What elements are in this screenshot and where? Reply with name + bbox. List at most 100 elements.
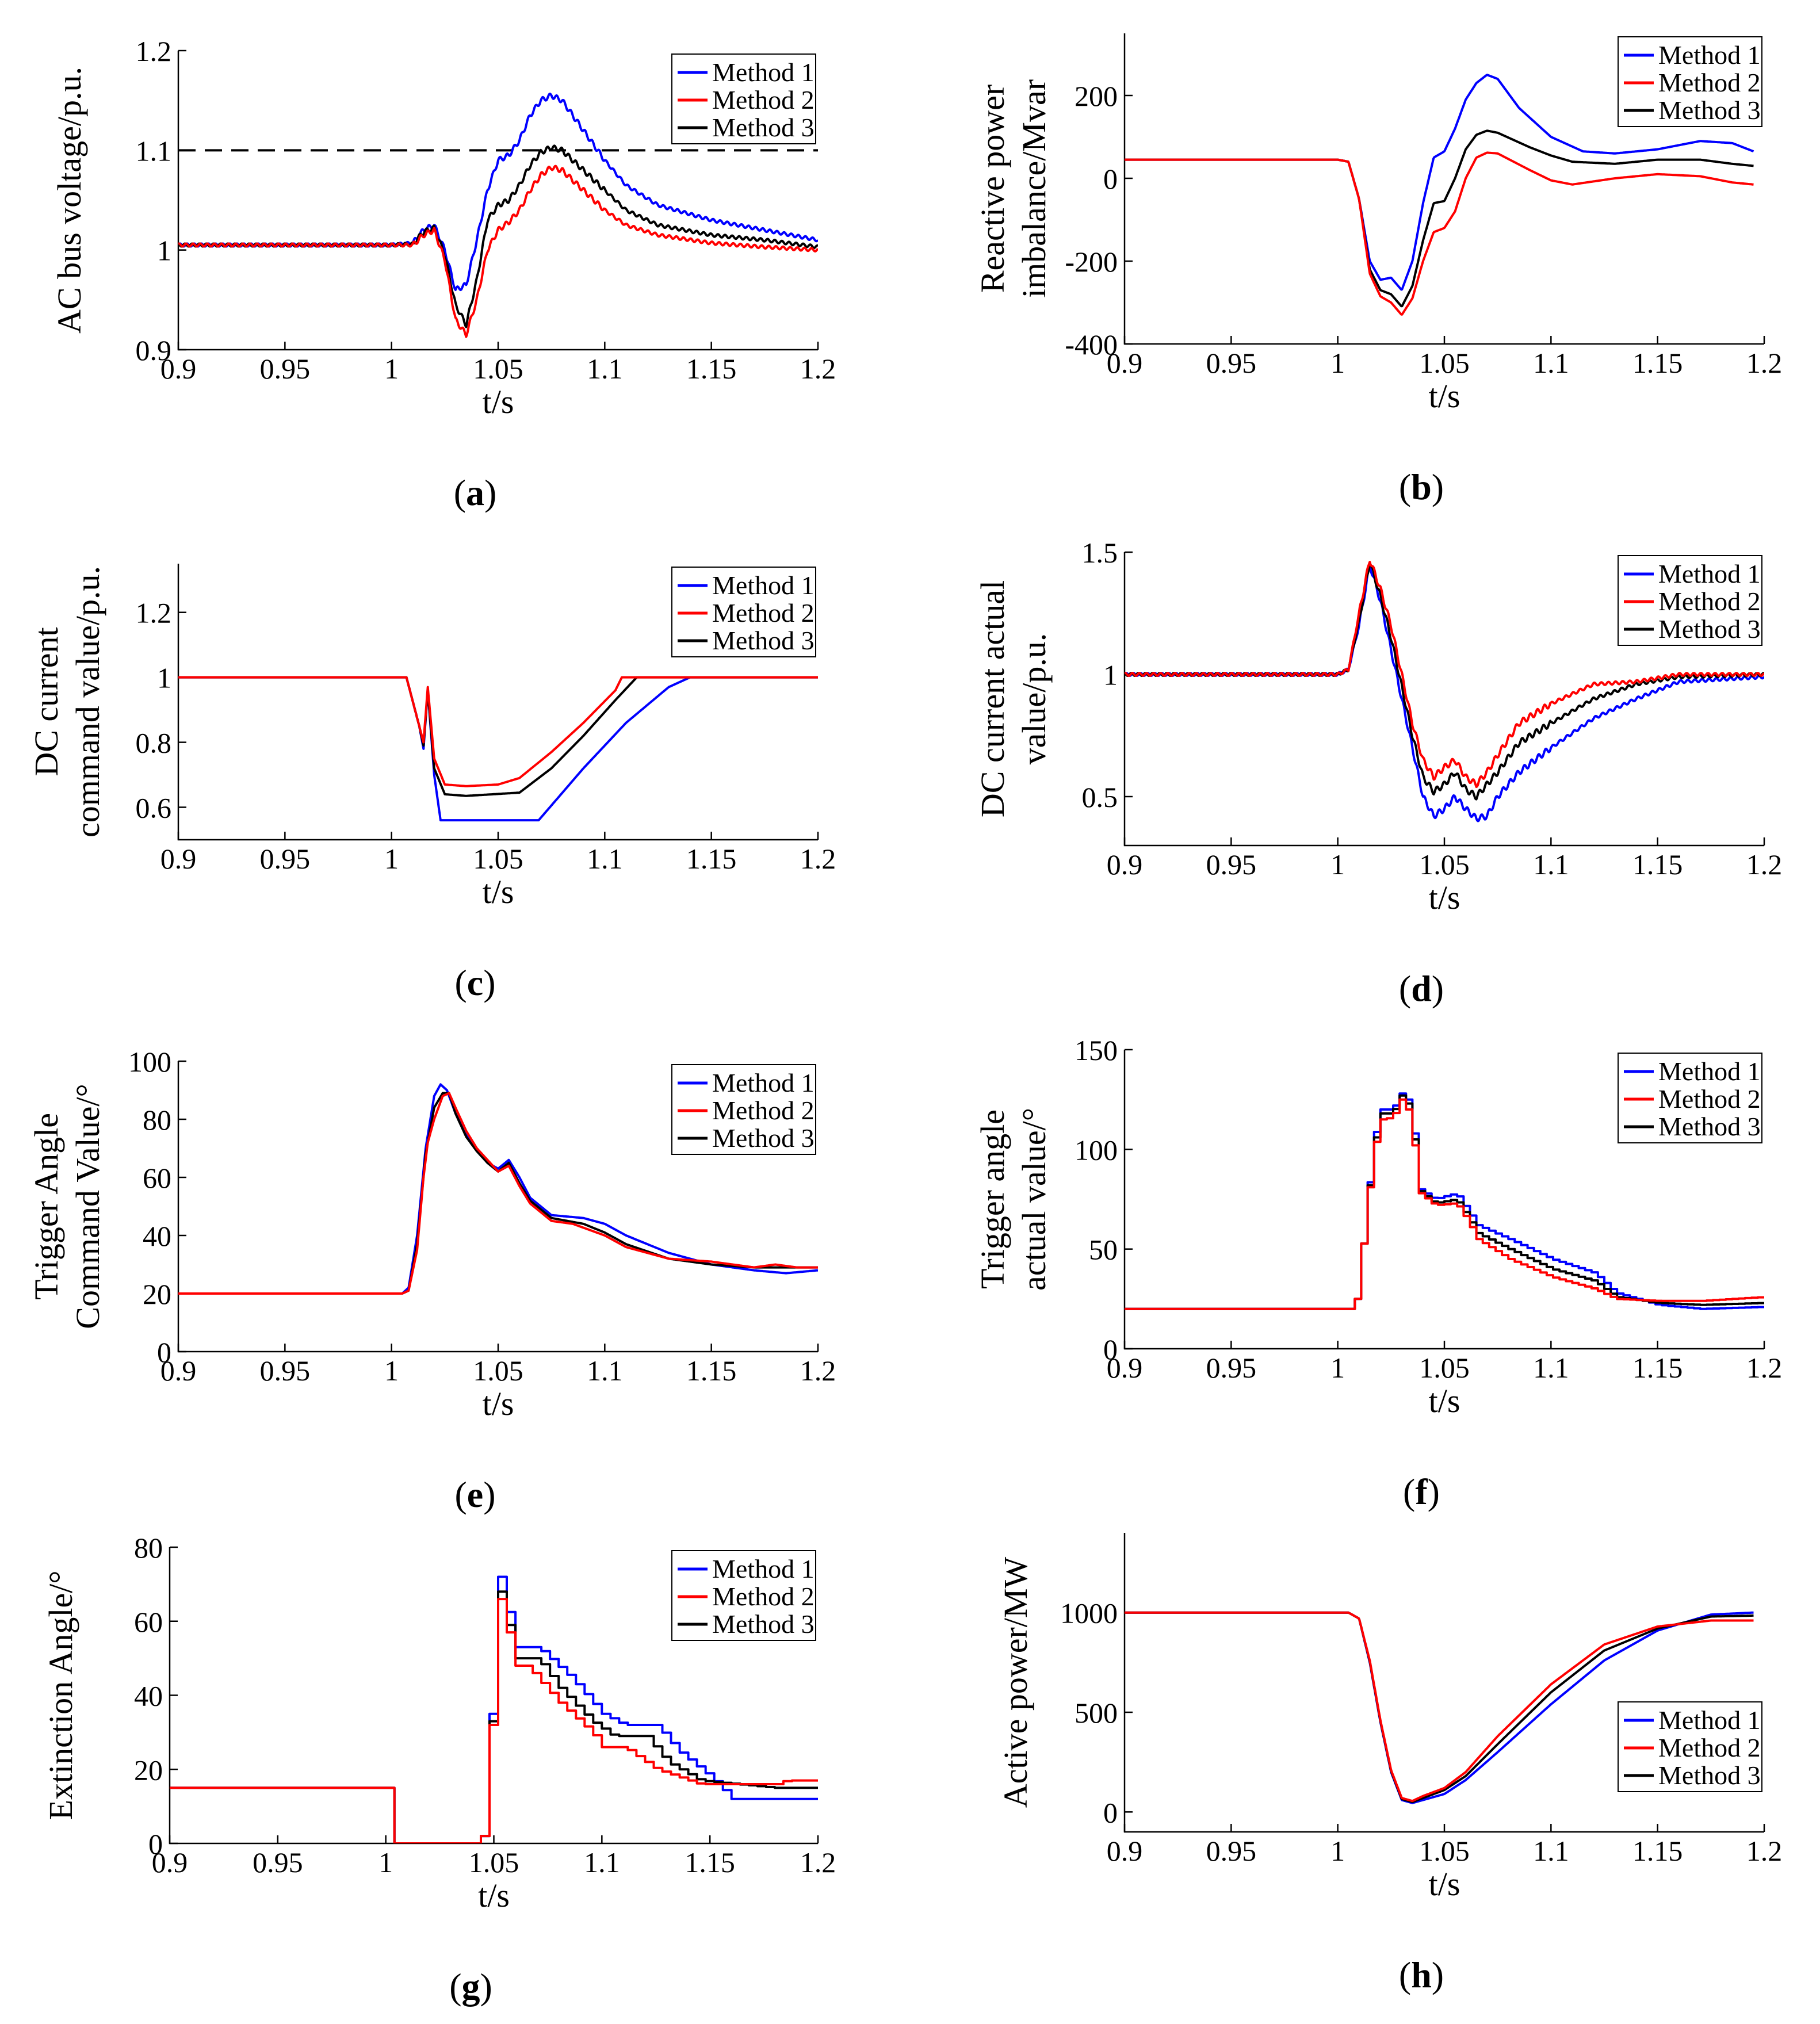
y-tick-label: 0.9 <box>136 334 172 366</box>
x-tick-label: 1 <box>1330 1352 1345 1384</box>
x-tick-label: 0.95 <box>260 843 311 875</box>
x-tick-label: 0.95 <box>260 353 311 385</box>
x-tick-label: 1.2 <box>1746 1835 1783 1867</box>
series-line-method-2 <box>1125 561 1764 788</box>
x-axis-label: t/s <box>483 1385 514 1422</box>
x-tick-label: 0.95 <box>1206 1352 1257 1384</box>
y-tick-label: 1.5 <box>1082 537 1118 569</box>
x-tick-label: 1.05 <box>1419 347 1470 379</box>
panel-e: 0.9 0.95 1 1.05 1.1 1.15 1.2 0 20 40 60 80 100 t/s Tri… <box>28 1046 836 1515</box>
y-tick-label: 50 <box>1089 1234 1118 1266</box>
x-tick-label: 0.9 <box>160 843 197 875</box>
panel-caption: (b) <box>1399 466 1444 507</box>
x-tick-label: 1.15 <box>1632 347 1683 379</box>
x-tick-label: 1.05 <box>473 843 523 875</box>
y-axis-label: Trigger Angle Command Value/° <box>28 1084 106 1329</box>
y-tick-label: 1.2 <box>136 597 172 629</box>
legend-label: Method 2 <box>712 1096 815 1125</box>
x-tick-label: 1.15 <box>685 1846 735 1878</box>
legend-label: Method 2 <box>1658 1084 1761 1114</box>
x-axis-label: t/s <box>1429 377 1460 415</box>
y-axis-label-line: DC current actual <box>974 580 1011 817</box>
y-axis-label: Extinction Angle/° <box>42 1571 79 1820</box>
legend-label: Method 3 <box>712 113 815 142</box>
x-tick-label: 1.2 <box>800 843 836 875</box>
y-tick-label: 80 <box>134 1532 163 1564</box>
panel-f: 0.9 0.95 1 1.05 1.1 1.15 1.2 0 50 100 150 t/s Trigge… <box>974 1034 1782 1512</box>
legend-label: Method 1 <box>712 571 815 600</box>
y-tick-label: 20 <box>143 1278 171 1310</box>
legend-label: Method 3 <box>712 1123 815 1153</box>
legend-label: Method 3 <box>1658 1761 1761 1790</box>
x-tick-label: 1.15 <box>686 843 737 875</box>
y-tick-label: 0.5 <box>1082 781 1118 813</box>
y-tick-label: 0 <box>1103 1796 1118 1828</box>
legend-label: Method 3 <box>1658 614 1761 644</box>
x-tick-label: 1 <box>378 1846 393 1878</box>
y-tick-label: 100 <box>1075 1134 1118 1166</box>
y-tick-label: 1 <box>157 662 171 694</box>
x-tick-label: 1.2 <box>800 1355 836 1387</box>
x-tick-label: 1.2 <box>800 353 836 385</box>
y-axis-label: AC bus voltage/p.u. <box>51 67 88 334</box>
legend-label: Method 2 <box>1658 68 1761 97</box>
y-axis-label: DC current actual value/p.u. <box>974 580 1053 817</box>
y-tick-label: 1000 <box>1060 1597 1118 1629</box>
x-axis-label: t/s <box>483 383 514 420</box>
panel-caption: (f) <box>1403 1471 1440 1512</box>
y-axis-label: Reactive power imbalance/Mvar <box>974 79 1053 298</box>
y-axis-label-line: DC current <box>28 627 65 776</box>
y-tick-label: 200 <box>1075 80 1118 112</box>
legend-label: Method 3 <box>1658 1112 1761 1141</box>
series-line-method-2 <box>1125 151 1754 316</box>
y-axis-label-line: actual value/° <box>1015 1108 1053 1291</box>
y-tick-label: 80 <box>143 1104 171 1136</box>
panel-caption: (a) <box>454 472 497 513</box>
y-axis-label: Trigger angle actual value/° <box>974 1108 1053 1291</box>
y-axis-label-line: imbalance/Mvar <box>1015 79 1053 298</box>
panel-b: 0.9 0.95 1 1.05 1.1 1.15 1.2 -400 -200 0 200 t/s Rea… <box>974 33 1782 507</box>
panel-caption: (h) <box>1399 1954 1444 1995</box>
legend-label: Method 2 <box>1658 1733 1761 1762</box>
x-axis-label: t/s <box>1429 1865 1460 1903</box>
x-tick-label: 1.15 <box>1632 1352 1683 1384</box>
y-tick-label: 0 <box>148 1828 163 1860</box>
y-tick-label: 0 <box>1103 1333 1118 1365</box>
x-tick-label: 0.9 <box>1107 1835 1143 1867</box>
series-line-method-1 <box>178 676 818 822</box>
x-tick-label: 0.9 <box>1107 848 1143 881</box>
x-tick-label: 1.1 <box>1533 347 1569 379</box>
x-tick-label: 1.15 <box>686 353 737 385</box>
y-tick-label: 40 <box>143 1220 171 1252</box>
legend-label: Method 1 <box>712 1554 815 1583</box>
x-tick-label: 0.95 <box>260 1355 311 1387</box>
panel-caption: (c) <box>454 962 495 1003</box>
y-tick-label: 1 <box>1103 659 1118 691</box>
legend-label: Method 3 <box>1658 95 1761 125</box>
y-tick-label: 1 <box>157 235 171 267</box>
y-tick-label: 500 <box>1075 1697 1118 1729</box>
x-tick-label: 1 <box>384 843 399 875</box>
y-axis-label-line: Active power/MW <box>997 1557 1034 1808</box>
y-axis-label-line: Trigger Angle <box>28 1113 65 1300</box>
y-axis-label-line: Extinction Angle/° <box>42 1571 79 1820</box>
x-tick-label: 0.95 <box>1206 1835 1257 1867</box>
series-line-method-2 <box>170 1598 818 1843</box>
panel-g: 0.9 0.95 1 1.05 1.1 1.15 1.2 0 20 40 60 80 t/s Extinc… <box>42 1532 836 2007</box>
x-tick-label: 1.1 <box>1533 848 1569 881</box>
panel-caption: (d) <box>1399 968 1444 1009</box>
y-axis-label-line: Reactive power <box>974 85 1011 293</box>
y-tick-label: -400 <box>1065 328 1118 361</box>
x-tick-label: 1 <box>1330 1835 1345 1867</box>
x-tick-label: 0.9 <box>1107 347 1143 379</box>
legend-label: Method 1 <box>1658 1057 1761 1086</box>
x-tick-label: 1.1 <box>587 843 623 875</box>
x-tick-label: 1.05 <box>1419 1835 1470 1867</box>
